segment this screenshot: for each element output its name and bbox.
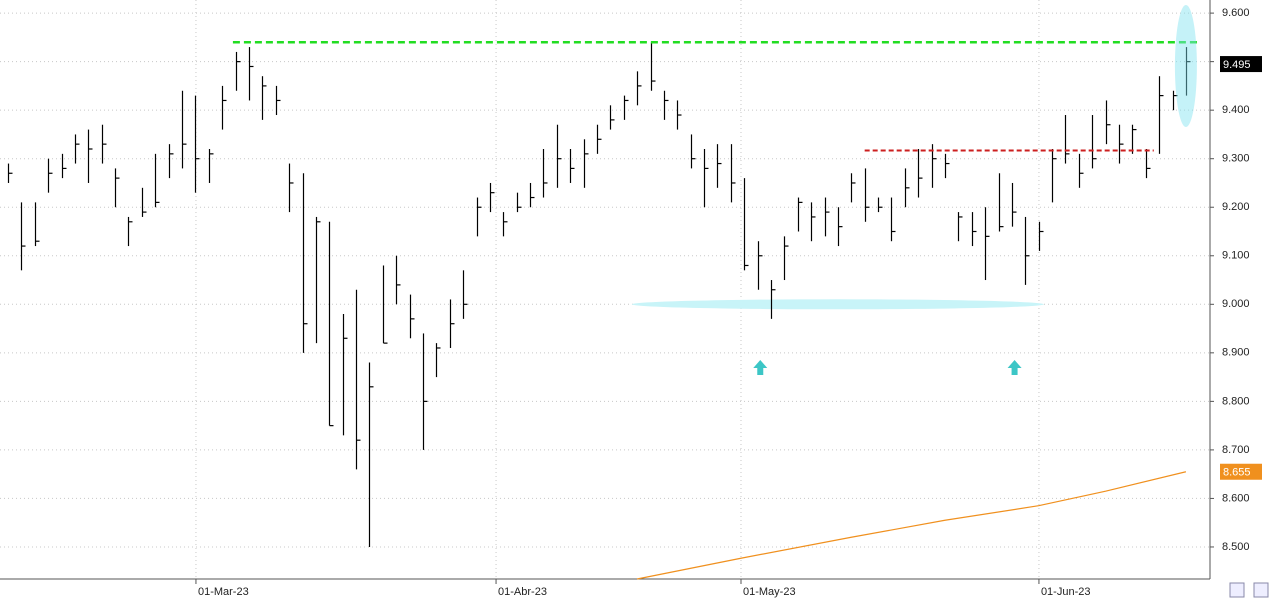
x-tick-label: 01-Mar-23 — [198, 586, 249, 598]
up-arrow — [753, 360, 768, 375]
support-zone — [631, 299, 1045, 310]
x-axis-band — [0, 579, 1273, 602]
y-tick-label: 9.600 — [1222, 7, 1250, 19]
up-arrow — [1007, 360, 1022, 375]
last-price-label: 9.495 — [1223, 59, 1251, 71]
save-button[interactable] — [1253, 582, 1269, 598]
x-tick-label: 01-May-23 — [743, 586, 796, 598]
y-tick-label: 8.900 — [1222, 347, 1250, 359]
y-tick-label: 8.700 — [1222, 444, 1250, 456]
moving-average — [637, 471, 1187, 580]
scroll-button[interactable] — [1229, 582, 1245, 598]
x-tick-label: 01-Jun-23 — [1041, 586, 1091, 598]
y-tick-label: 9.300 — [1222, 153, 1250, 165]
ma-price-label: 8.655 — [1223, 467, 1251, 479]
y-tick-label: 9.000 — [1222, 298, 1250, 310]
ma-price-box — [1220, 463, 1262, 480]
breakout-highlight — [1174, 5, 1197, 127]
last-price-box — [1220, 56, 1262, 73]
y-tick-label: 8.800 — [1222, 395, 1250, 407]
x-tick-label: 01-Abr-23 — [498, 586, 547, 598]
y-tick-label: 8.600 — [1222, 492, 1250, 504]
y-tick-label: 9.400 — [1222, 104, 1250, 116]
y-tick-label: 9.200 — [1222, 201, 1250, 213]
y-tick-label: 8.500 — [1222, 541, 1250, 553]
y-tick-label: 9.100 — [1222, 250, 1250, 262]
